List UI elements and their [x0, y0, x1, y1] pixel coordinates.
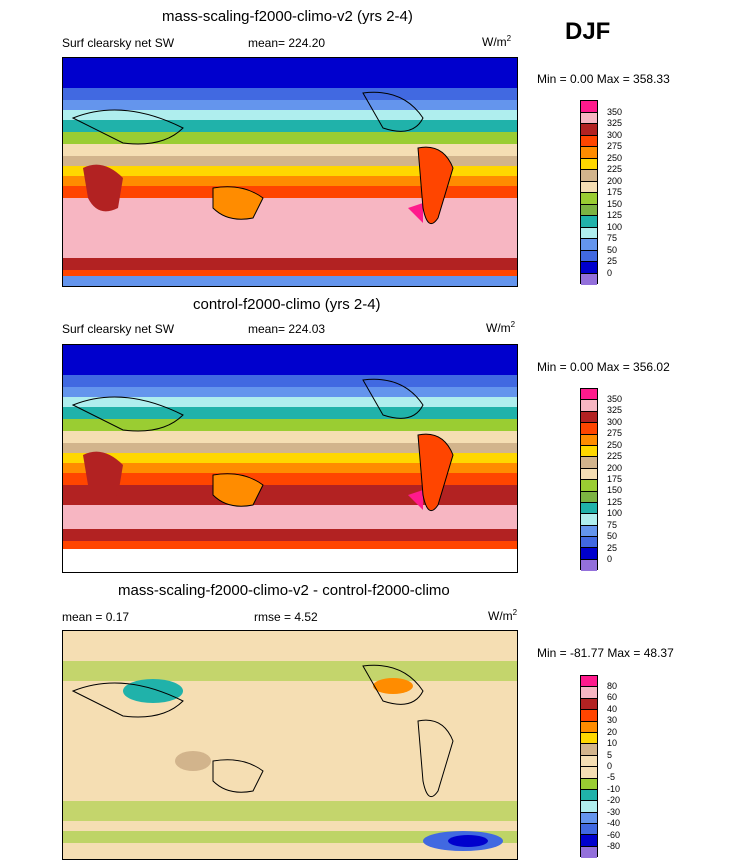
panel1-title: mass-scaling-f2000-climo-v2 (yrs 2-4): [162, 8, 413, 25]
panel3-map: [62, 630, 518, 860]
panel1-map: [62, 57, 518, 287]
panel1-units: W/m2: [482, 34, 512, 49]
panel2-colorbar-tick: 0: [607, 554, 613, 564]
panel1-colorbar-tick: 25: [607, 256, 618, 266]
panel2-colorbar-tick: 225: [607, 451, 623, 461]
panel3-colorbar-tick: 20: [607, 727, 618, 737]
panel1-left-label: Surf clearsky net SW: [62, 36, 175, 50]
panel3-units: W/m2: [488, 608, 518, 623]
panel3-colorbar-tick: 0: [607, 761, 613, 771]
panel2-left-label: Surf clearsky net SW: [62, 322, 175, 336]
panel1-colorbar-tick: 100: [607, 222, 623, 232]
panel3-colorbar-tick: -60: [607, 830, 621, 840]
panel1-colorbar-tick: 300: [607, 130, 623, 140]
panel3-mean-label: mean = 0.17: [62, 610, 130, 624]
panel3-colorbar-tick: -5: [607, 772, 616, 782]
panel3-map-fill: [63, 631, 517, 859]
panel3-colorbar-tick: -20: [607, 795, 621, 805]
panel1-colorbar-tick: 250: [607, 153, 623, 163]
panel2-colorbar-tick: 50: [607, 531, 618, 541]
panel2-colorbar-tick: 25: [607, 543, 618, 553]
panel2-colorbar-tick: 300: [607, 417, 623, 427]
panel2-units: W/m2: [486, 320, 516, 335]
panel1-map-fill: [63, 58, 517, 286]
panel1-mean-label: mean= 224.20: [248, 36, 326, 50]
panel2-colorbar-tick: 275: [607, 428, 623, 438]
panel2-minmax: Min = 0.00 Max = 356.02: [537, 360, 670, 374]
panel2-colorbar-tick: 325: [607, 405, 623, 415]
panel2-colorbar-tick: 150: [607, 485, 623, 495]
panel2-map-fill: [63, 345, 517, 572]
panel1-colorbar-tick: 350: [607, 107, 623, 117]
panel2-colorbar-tick: 350: [607, 394, 623, 404]
panel2-colorbar: [580, 388, 598, 572]
panel1-colorbar-tick: 225: [607, 164, 623, 174]
panel3-colorbar-tick: 40: [607, 704, 618, 714]
panel3-colorbar-tick: 30: [607, 715, 618, 725]
panel1-colorbar-tick: 75: [607, 233, 618, 243]
panel2-mean-label: mean= 224.03: [248, 322, 326, 336]
panel2-colorbar-tick: 250: [607, 440, 623, 450]
panel3-colorbar: [580, 675, 598, 859]
panel3-colorbar-tick: 10: [607, 738, 618, 748]
panel1-colorbar-tick: 325: [607, 118, 623, 128]
panel3-minmax: Min = -81.77 Max = 48.37: [537, 646, 674, 660]
panel2-title: control-f2000-climo (yrs 2-4): [193, 296, 381, 313]
panel1-colorbar-tick: 275: [607, 141, 623, 151]
panel2-map: [62, 344, 518, 573]
panel3-colorbar-tick: 5: [607, 750, 613, 760]
panel3-colorbar-tick: -30: [607, 807, 621, 817]
panel2-colorbar-tick: 125: [607, 497, 623, 507]
panel3-colorbar-tick: -40: [607, 818, 621, 828]
panel1-colorbar-tick: 200: [607, 176, 623, 186]
panel1-colorbar-tick: 175: [607, 187, 623, 197]
panel3-colorbar-tick: 80: [607, 681, 618, 691]
panel3-rmse-label: rmse = 4.52: [254, 610, 318, 624]
panel1-colorbar-tick: 0: [607, 268, 613, 278]
season-label: DJF: [565, 18, 611, 45]
panel2-colorbar-tick: 175: [607, 474, 623, 484]
panel3-title: mass-scaling-f2000-climo-v2 - control-f2…: [118, 582, 450, 599]
panel1-minmax: Min = 0.00 Max = 358.33: [537, 72, 670, 86]
panel1-colorbar: [580, 100, 598, 285]
panel3-colorbar-tick: -10: [607, 784, 621, 794]
panel3-colorbar-tick: -80: [607, 841, 621, 851]
panel2-colorbar-tick: 200: [607, 463, 623, 473]
panel1-colorbar-tick: 150: [607, 199, 623, 209]
panel2-colorbar-tick: 75: [607, 520, 618, 530]
panel1-colorbar-tick: 125: [607, 210, 623, 220]
panel2-colorbar-tick: 100: [607, 508, 623, 518]
panel3-colorbar-tick: 60: [607, 692, 618, 702]
panel1-colorbar-tick: 50: [607, 245, 618, 255]
